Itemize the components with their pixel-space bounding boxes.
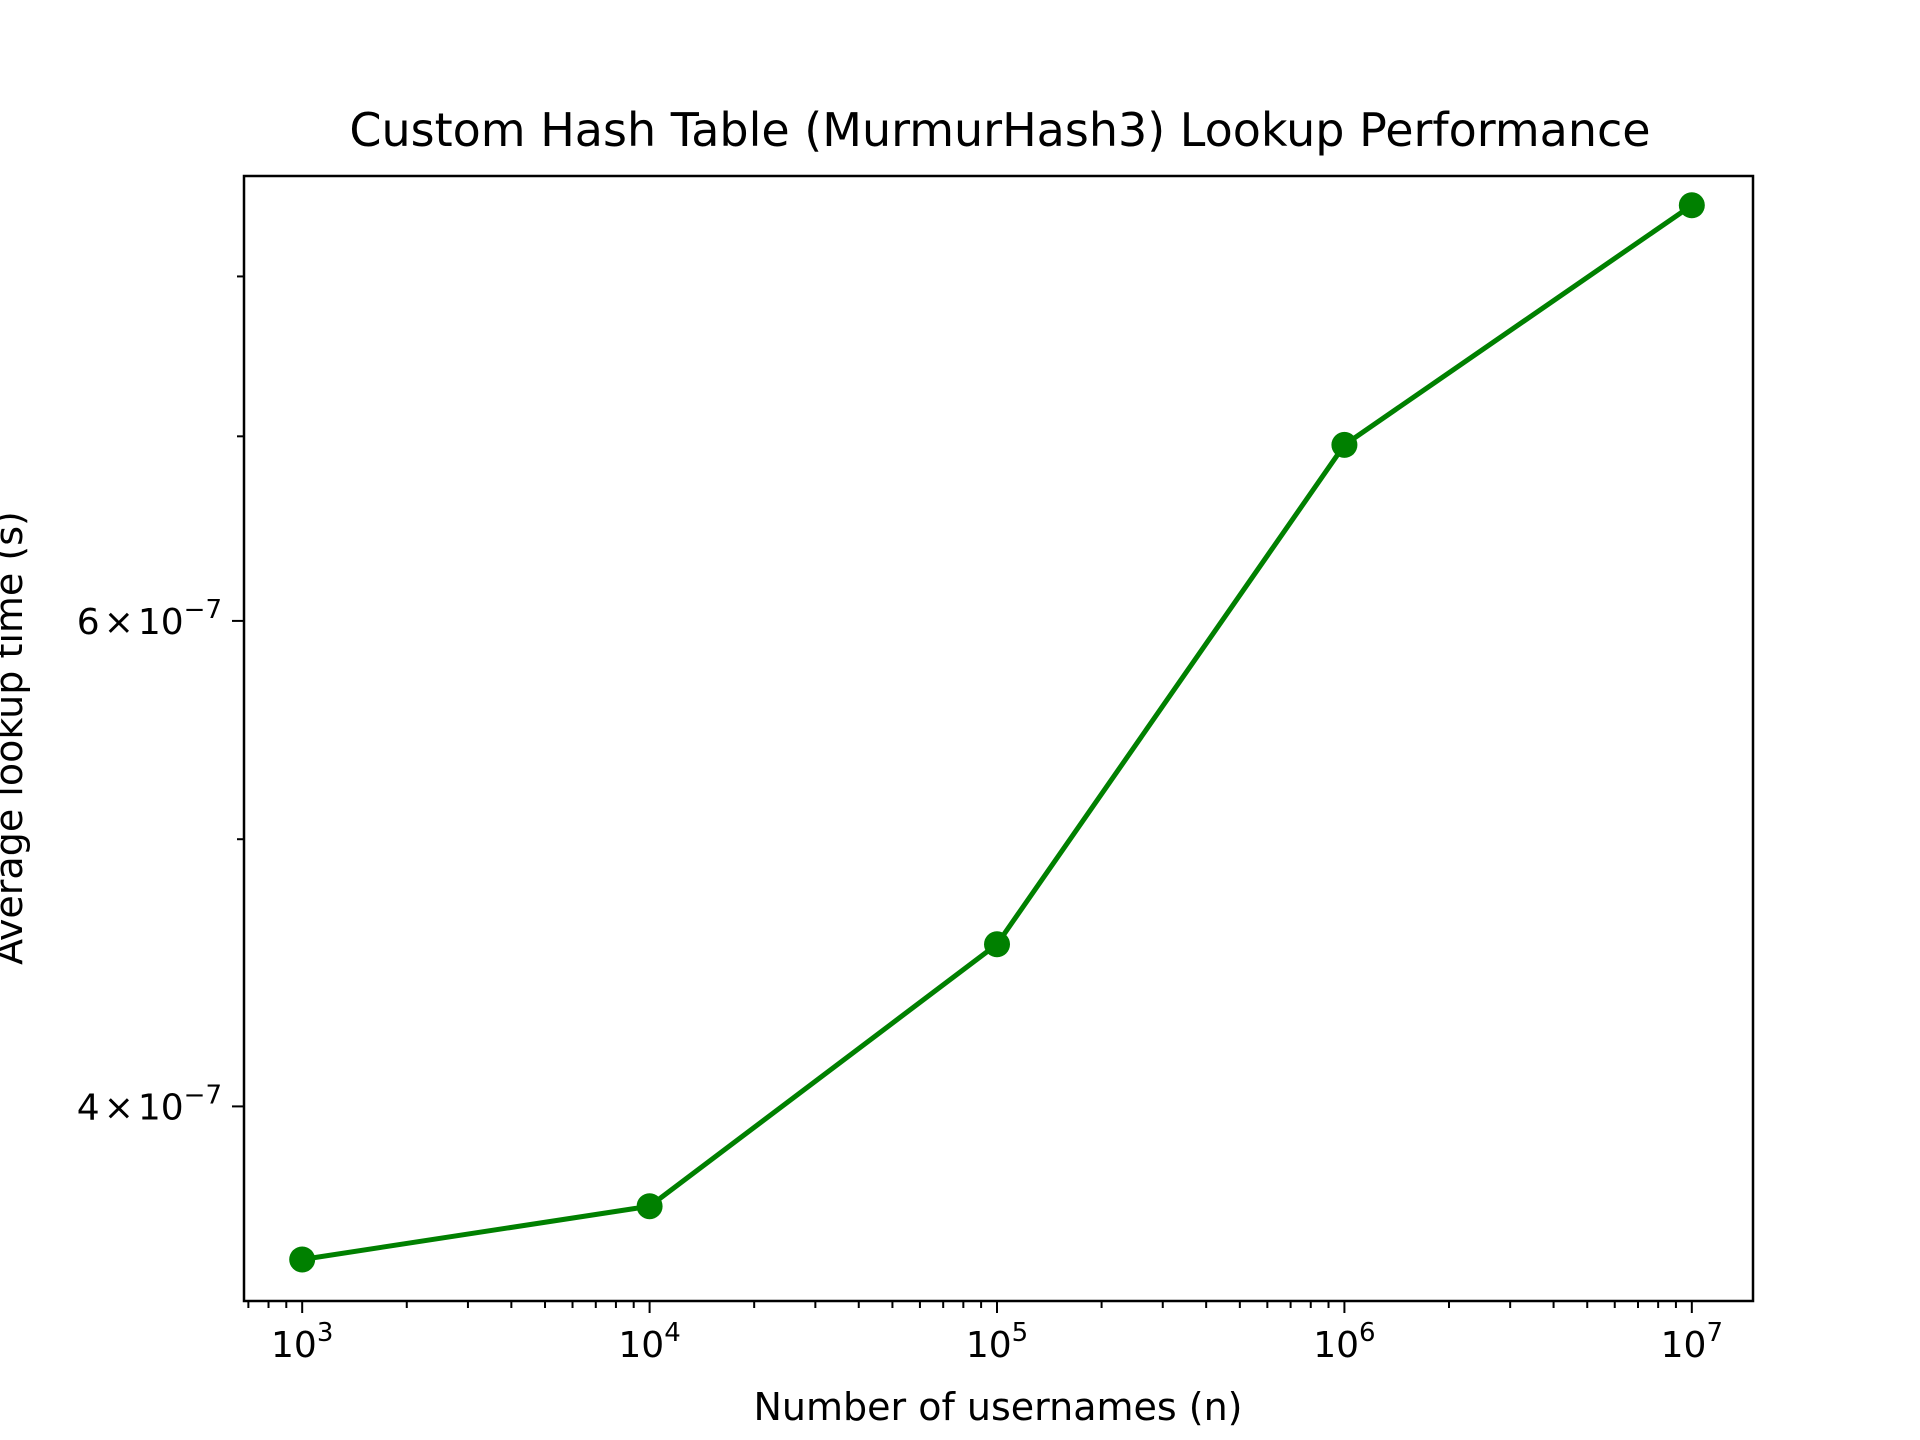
y-tick-label-base: 10 [138,1087,184,1128]
x-tick-label: 106 [1313,1318,1375,1366]
data-point [289,1246,316,1273]
x-tick-label-base: 10 [271,1325,317,1366]
x-tick-label-exponent: 5 [1012,1318,1029,1348]
x-tick-label: 107 [1661,1318,1723,1366]
x-axis-ticks: 103 104 105 106 107 [271,1301,1723,1366]
data-point [636,1193,663,1220]
y-axis-ticks: 4 × 10−76 × 10−7 [77,595,244,1128]
data-point [984,931,1011,958]
chart-title: Custom Hash Table (MurmurHash3) Lookup P… [349,103,1650,157]
x-tick-label-exponent: 4 [664,1318,681,1348]
y-tick-label-mantissa: 6 [77,602,100,643]
y-tick-label-times: × [104,602,134,643]
x-tick-label: 104 [618,1318,680,1366]
y-tick-label: 6 × 10−7 [77,595,222,643]
y-tick-label: 4 × 10−7 [77,1080,222,1128]
x-tick-label-exponent: 7 [1706,1318,1723,1348]
x-tick-label: 103 [271,1318,333,1366]
y-tick-label-exponent: −7 [184,1080,222,1110]
plot-frame [242,174,1755,1303]
x-axis-label: Number of usernames (n) [753,1385,1242,1429]
x-tick-label-base: 10 [618,1325,664,1366]
x-tick-label-base: 10 [966,1325,1012,1366]
y-tick-label-mantissa: 4 [77,1087,100,1128]
x-tick-label-exponent: 6 [1359,1318,1376,1348]
y-tick-label-times: × [104,1087,134,1128]
y-tick-label-base: 10 [138,602,184,643]
x-tick-label-exponent: 3 [317,1318,334,1348]
x-tick-label: 105 [966,1318,1028,1366]
data-point [1331,431,1358,458]
x-tick-label-base: 10 [1313,1325,1359,1366]
plot-series [289,192,1705,1273]
data-point [1678,192,1705,219]
y-axis-label: Average lookup time (s) [0,511,31,965]
y-tick-label-exponent: −7 [184,595,222,625]
x-tick-label-base: 10 [1661,1325,1707,1366]
